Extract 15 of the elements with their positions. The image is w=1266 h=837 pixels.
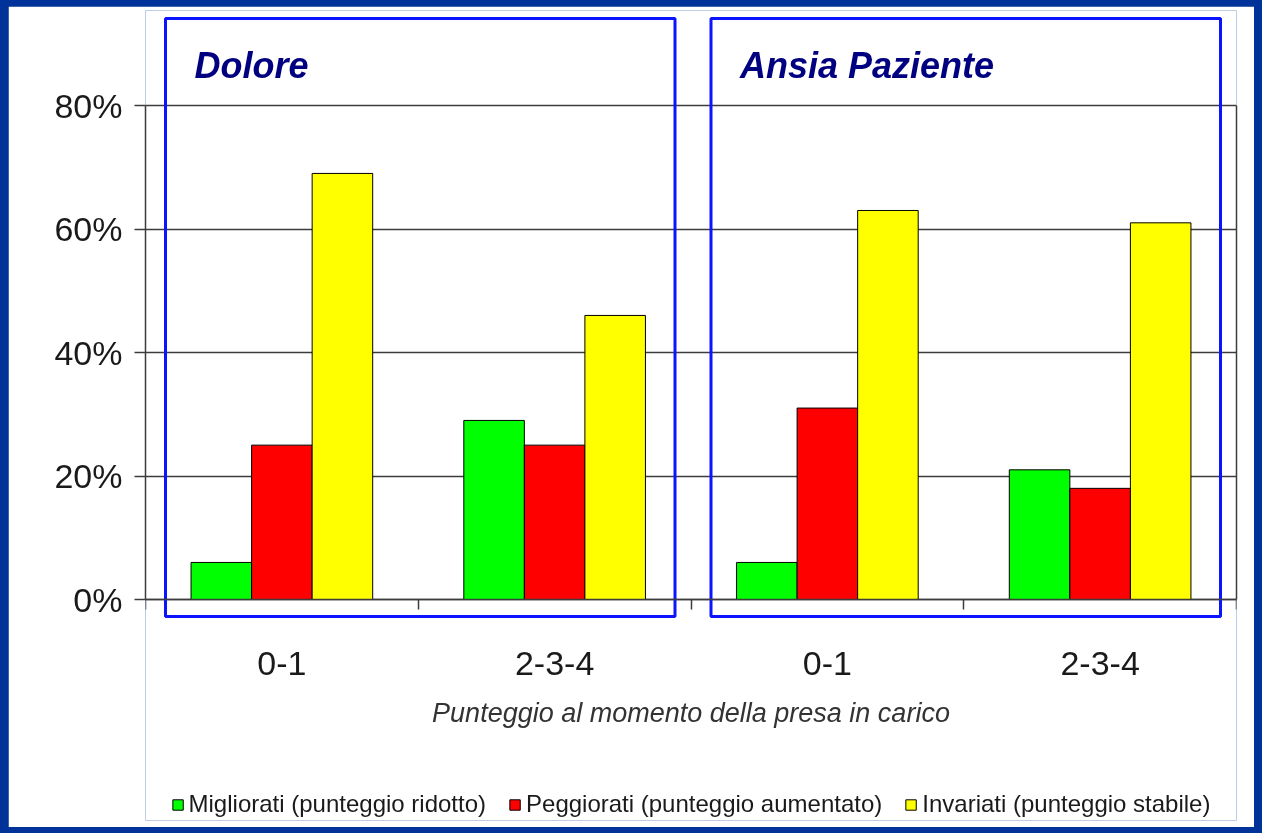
x-tick-label: 2-3-4 — [514, 643, 595, 682]
text: Dolore — [194, 45, 309, 86]
text: Ansia Paziente — [739, 45, 995, 86]
x-tick-label: 0-1 — [802, 643, 852, 682]
x-tick-label: 0-1 — [257, 643, 307, 682]
legend-label: Peggiorati (punteggio aumentato) — [526, 790, 883, 818]
legend-label: Invariati (punteggio stabile) — [922, 790, 1211, 818]
legend-label: Migliorati (punteggio ridotto) — [188, 790, 487, 818]
y-tick-label: 20% — [54, 457, 123, 495]
y-tick-label: 60% — [54, 210, 123, 248]
x-tick-label: 2-3-4 — [1060, 643, 1140, 682]
y-tick-label: 0% — [73, 580, 123, 619]
y-tick-label: 80% — [54, 86, 123, 125]
x-axis-title: Punteggio al momento della presa in carico — [432, 697, 950, 728]
y-tick-label: 40% — [54, 333, 123, 372]
